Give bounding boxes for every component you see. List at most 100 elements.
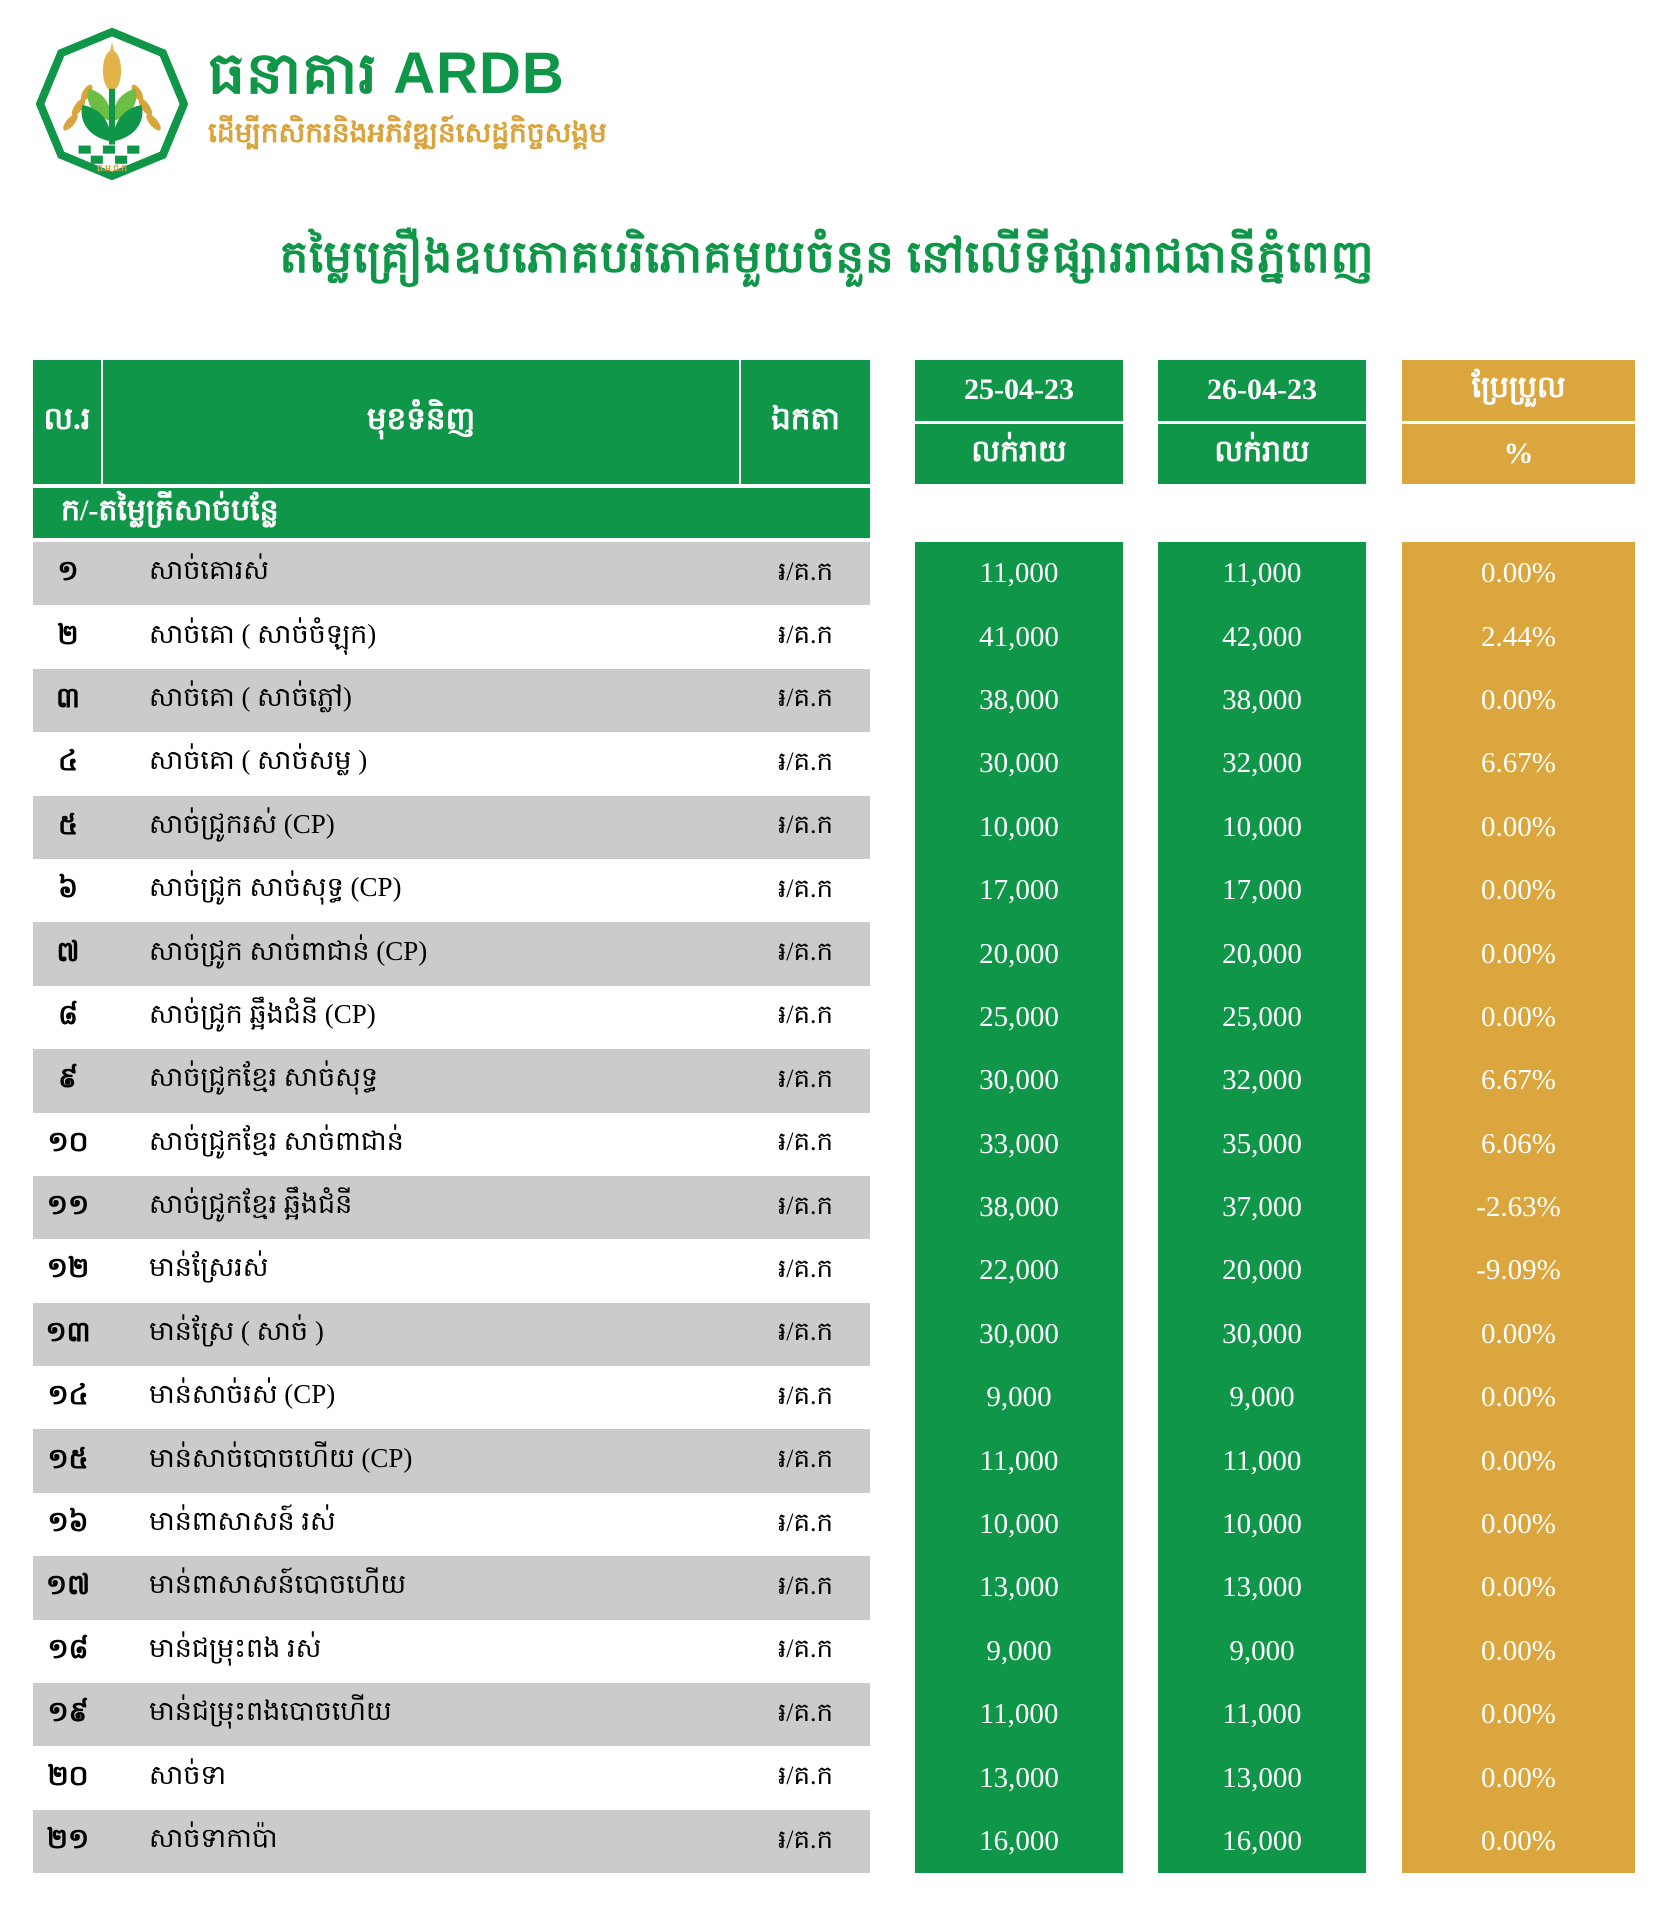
price-day1: 38,000	[915, 668, 1123, 733]
row-number: ១៣	[33, 1302, 103, 1367]
row-gap-2	[1123, 605, 1158, 669]
row-gap-3	[1366, 1112, 1402, 1176]
row-gap-3	[1366, 542, 1402, 606]
header-gap-1	[870, 360, 915, 488]
row-gap-3	[1366, 1239, 1402, 1303]
row-gap-3	[1366, 1302, 1402, 1367]
price-table: ល.រ មុខទំនិញ ឯកតា 25-04-23 លក់រាយ 26-04-…	[33, 360, 1635, 1874]
row-number: ៩	[33, 1049, 103, 1113]
row-gap-2	[1123, 1556, 1158, 1620]
price-day1: 11,000	[915, 542, 1123, 606]
row-number: ៣	[33, 668, 103, 733]
header-gap-2	[1123, 360, 1158, 488]
row-gap-3	[1366, 1429, 1402, 1493]
price-day2: 16,000	[1158, 1809, 1366, 1874]
price-day2: 13,000	[1158, 1746, 1366, 1810]
price-day1: 9,000	[915, 1366, 1123, 1430]
price-day2: 32,000	[1158, 732, 1366, 796]
item-name: មាន់ជម្រុះពង រស់	[149, 1632, 322, 1663]
item-name: សាច់ជ្រូក ឆ្អឹងជំនី (CP)	[149, 998, 376, 1029]
unit: ៛/គ.ក	[741, 1556, 870, 1620]
row-gap-1	[870, 1746, 915, 1810]
change-percent: 6.67%	[1402, 1049, 1635, 1113]
change-percent: 0.00%	[1402, 668, 1635, 733]
header-retail1: លក់រាយ	[971, 434, 1067, 468]
unit: ៛/គ.ក	[741, 668, 870, 733]
row-number: ១៤	[47, 1380, 89, 1412]
item-name: សាច់ទាកាប៉ា	[103, 1809, 741, 1874]
row-gap-1	[870, 1492, 915, 1557]
unit: ៛/គ.ក	[778, 746, 833, 776]
row-gap-1	[870, 1049, 915, 1113]
unit: ៛/គ.ក	[778, 873, 833, 903]
header-date2: 26-04-23	[1158, 360, 1366, 424]
row-number: ២០	[47, 1760, 89, 1792]
row-gap-3	[1366, 1809, 1402, 1874]
row-gap-1	[870, 605, 915, 669]
row-number: ៤	[58, 746, 78, 778]
change-percent: 6.67%	[1402, 732, 1635, 796]
change-percent: 0.00%	[1402, 1683, 1635, 1747]
unit: ៛/គ.ក	[741, 1302, 870, 1367]
header-date1-block: 25-04-23 លក់រាយ	[915, 360, 1123, 488]
row-gap-2	[1123, 1492, 1158, 1557]
price-day2: 32,000	[1158, 1049, 1366, 1113]
change-percent: 2.44%	[1402, 605, 1635, 669]
row-gap-3	[1366, 605, 1402, 669]
row-gap-3	[1366, 1175, 1402, 1240]
unit: ៛/គ.ក	[778, 1000, 833, 1030]
header-retail2: លក់រាយ	[1214, 434, 1310, 468]
item-name: សាច់គោ ( សាច់ចំឡុក)	[149, 618, 377, 649]
row-gap-2	[1123, 1175, 1158, 1240]
unit: ៛/គ.ក	[741, 542, 870, 606]
item-name: សាច់គោ ( សាច់សម្ល )	[149, 745, 368, 776]
row-gap-2	[1123, 1619, 1158, 1684]
price-day1: 30,000	[915, 1302, 1123, 1367]
row-number: ៨	[58, 999, 78, 1031]
price-day2: 11,000	[1158, 542, 1366, 606]
row-gap-2	[1123, 1239, 1158, 1303]
logo-acronym-text: ធ.អ.ជ.ក	[97, 163, 127, 173]
price-day1: 9,000	[915, 1619, 1123, 1684]
price-day1: 13,000	[915, 1556, 1123, 1620]
price-day1: 11,000	[915, 1683, 1123, 1747]
item-name: សាច់ជ្រូកខ្មែរ សាច់សុទ្ធ	[103, 1049, 741, 1113]
header-change-block: ប្រែប្រួល %	[1402, 360, 1635, 488]
row-gap-3	[1366, 858, 1402, 923]
row-gap-3	[1366, 732, 1402, 796]
unit: ៛/គ.ក	[778, 1127, 833, 1157]
row-gap-3	[1366, 1556, 1402, 1620]
price-day1: 11,000	[915, 1429, 1123, 1493]
row-number: ៦	[58, 873, 78, 905]
item-name: សាច់ទា	[149, 1759, 227, 1790]
row-gap-2	[1123, 668, 1158, 733]
price-day2: 37,000	[1158, 1175, 1366, 1240]
price-day2: 42,000	[1158, 605, 1366, 669]
row-gap-2	[1123, 1429, 1158, 1493]
row-number: ១៦	[47, 1507, 89, 1539]
price-day1: 22,000	[915, 1239, 1123, 1303]
change-percent: 0.00%	[1402, 1429, 1635, 1493]
row-gap-1	[870, 1556, 915, 1620]
price-day1: 25,000	[915, 985, 1123, 1050]
item-name: សាច់ជ្រូក សាច់សុទ្ធ (CP)	[149, 872, 402, 903]
price-day2: 11,000	[1158, 1683, 1366, 1747]
row-gap-1	[870, 668, 915, 733]
change-percent: 0.00%	[1402, 1556, 1635, 1620]
item-name: មាន់សាច់រស់ (CP)	[149, 1379, 336, 1410]
row-gap-2	[1123, 985, 1158, 1050]
ardb-logo-icon: ធ.អ.ជ.ក	[36, 28, 188, 180]
unit: ៛/គ.ក	[778, 620, 833, 650]
row-gap-3	[1366, 1366, 1402, 1430]
price-day1: 30,000	[915, 732, 1123, 796]
unit: ៛/គ.ក	[741, 1429, 870, 1493]
change-percent: 0.00%	[1402, 1746, 1635, 1810]
header-gap-3	[1366, 360, 1402, 488]
row-gap-2	[1123, 542, 1158, 606]
price-day1: 13,000	[915, 1746, 1123, 1810]
bank-name-khmer: ធនាគារ	[208, 41, 378, 106]
row-gap-2	[1123, 1366, 1158, 1430]
bank-logo: ធ.អ.ជ.ក ធនាគារ ARDB ដើម្បីកសិករនិងអភិវឌ្…	[36, 28, 607, 180]
item-name: មាន់ពាសាសន៍ រស់	[149, 1506, 336, 1537]
row-number: ២១	[33, 1809, 103, 1874]
